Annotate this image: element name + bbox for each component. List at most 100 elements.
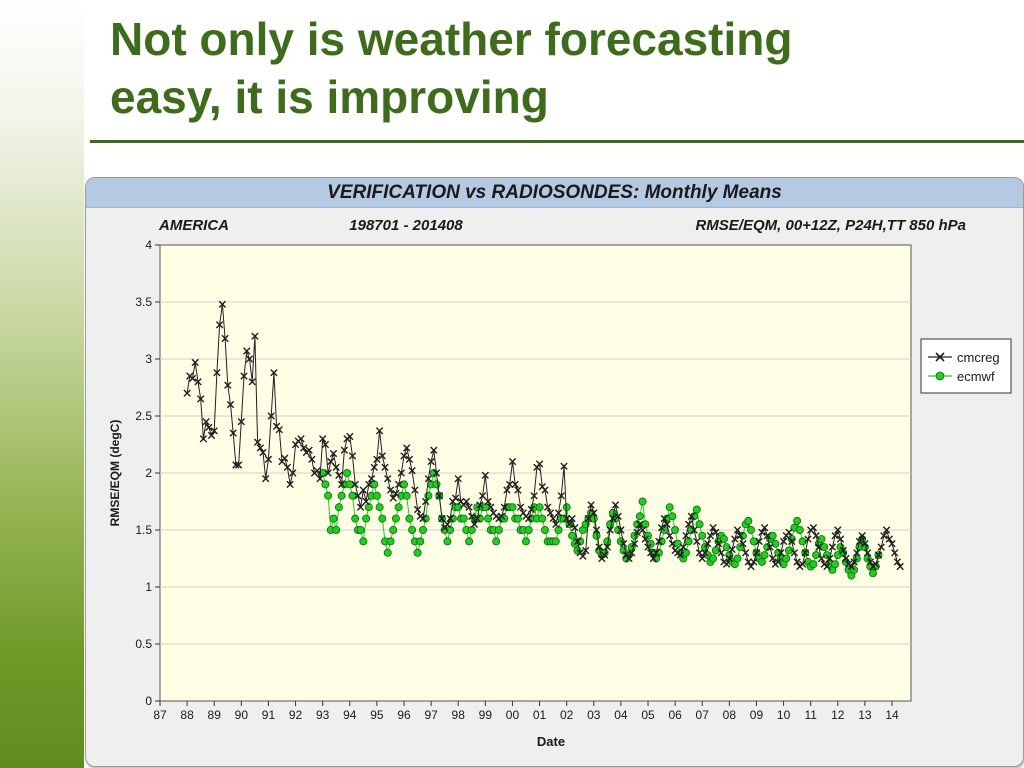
cmcreg-point — [234, 461, 243, 469]
cmcreg-point — [736, 532, 744, 540]
cmcreg-point — [289, 469, 297, 477]
y-axis-label: RMSE/EQM (degC) — [108, 420, 122, 527]
cmcreg-point — [419, 514, 427, 523]
cmcreg-point — [324, 469, 332, 477]
cmcreg-point — [752, 549, 761, 557]
ecmwf-point — [329, 514, 338, 523]
cmcreg-point — [516, 503, 525, 511]
ecmwf-point — [744, 516, 753, 525]
cmcreg-point — [582, 546, 590, 555]
cmcreg-point — [465, 503, 473, 511]
x-tick-label: 13 — [858, 708, 872, 722]
axes: 0 0.5 1 1.5 2 2.5 3 3.5 4 87 88 89 90 91 92 93 94 95 96 97 9… — [135, 238, 899, 722]
cmcreg-point — [308, 455, 316, 463]
x-tick-label: 07 — [696, 708, 710, 722]
cmcreg-point — [549, 514, 557, 523]
cmcreg-point — [579, 552, 587, 560]
ecmwf-point — [638, 497, 647, 506]
y-tick-label: 4 — [145, 238, 152, 252]
cmcreg-point — [798, 560, 807, 568]
ecmwf-point — [378, 514, 387, 523]
cmcreg-point — [595, 543, 603, 551]
ecmwf-point — [809, 560, 818, 569]
ecmwf-point — [351, 514, 360, 523]
chart-description-label: RMSE/EQM, 00+12Z, P24H,TT 850 hPa — [695, 217, 966, 234]
cmcreg-point — [470, 520, 479, 528]
cmcreg-point — [831, 532, 839, 540]
cmcreg-point — [666, 532, 674, 540]
cmcreg-point — [874, 551, 883, 559]
cmcreg-point — [224, 381, 232, 389]
cmcreg-point — [663, 520, 671, 528]
cmcreg-point — [500, 503, 508, 511]
cmcreg-point — [649, 554, 658, 563]
ecmwf-point — [524, 525, 533, 534]
cmcreg-point — [606, 526, 614, 534]
cmcreg-point — [891, 549, 899, 557]
cmcreg-point — [714, 540, 723, 548]
cmcreg-point — [885, 535, 893, 543]
cmcreg-point — [733, 526, 742, 534]
slide-title: Not only is weather forecasting easy, it… — [110, 10, 990, 126]
cmcreg-point — [316, 475, 324, 483]
x-tick-label: 08 — [723, 708, 737, 722]
cmcreg-point — [267, 412, 275, 420]
cmcreg-point — [633, 528, 641, 536]
cmcreg-point — [641, 535, 649, 543]
cmcreg-point — [701, 549, 709, 557]
cmcreg-point — [687, 512, 696, 520]
cmcreg-point — [215, 321, 224, 329]
cmcreg-point — [397, 469, 405, 477]
cmcreg-point — [226, 400, 235, 409]
cmcreg-point — [432, 469, 441, 477]
cmcreg-point — [332, 463, 340, 471]
cmcreg-point — [218, 300, 227, 308]
ecmwf-point — [408, 525, 417, 534]
cmcreg-point — [221, 334, 229, 343]
cmcreg-point — [741, 549, 750, 557]
cmcreg-point — [337, 480, 346, 489]
cmcreg-point — [853, 549, 861, 557]
cmcreg-point — [790, 549, 799, 557]
cmcreg-point — [750, 558, 758, 566]
ecmwf-point — [337, 491, 346, 500]
cmcreg-point — [652, 549, 660, 557]
cmcreg-point — [611, 501, 620, 509]
cmcreg-point — [438, 514, 446, 523]
cmcreg-point — [560, 462, 568, 470]
ecmwf-point — [535, 503, 544, 512]
y-tick-label: 3 — [145, 352, 152, 366]
legend-cmcreg-label: cmcreg — [957, 350, 1000, 365]
ecmwf-point — [399, 480, 408, 489]
ecmwf-point — [795, 525, 804, 534]
x-tick-label: 99 — [479, 708, 493, 722]
x-axis-label: Date — [537, 734, 565, 749]
ecmwf-point — [760, 551, 769, 560]
cmcreg-point — [365, 480, 373, 489]
cmcreg-point — [259, 448, 267, 457]
cmcreg-point — [356, 503, 365, 511]
y-tick-label: 1.5 — [135, 523, 152, 537]
cmcreg-point — [497, 512, 506, 520]
cmcreg-point — [468, 512, 476, 520]
ecmwf-point — [321, 480, 330, 489]
legend-cmcreg-marker — [935, 352, 945, 362]
cmcreg-point — [731, 535, 739, 543]
ecmwf-point — [418, 525, 427, 534]
ecmwf-point — [494, 525, 503, 534]
ecmwf-point — [747, 525, 756, 534]
ecmwf-point — [413, 548, 422, 557]
cmcreg-point — [557, 492, 565, 500]
cmcreg-point — [709, 524, 717, 532]
cmcreg-point — [872, 560, 880, 568]
cmcreg-point — [587, 501, 595, 509]
cmcreg-point — [888, 540, 896, 548]
ecmwf-point — [513, 514, 522, 523]
cmcreg-point — [481, 471, 489, 479]
cmcreg-point — [256, 444, 264, 452]
cmcreg-point — [354, 492, 362, 500]
cmcreg-point — [609, 514, 617, 523]
cmcreg-point — [636, 520, 644, 528]
cmcreg-point — [321, 440, 330, 449]
cmcreg-point — [817, 554, 826, 563]
